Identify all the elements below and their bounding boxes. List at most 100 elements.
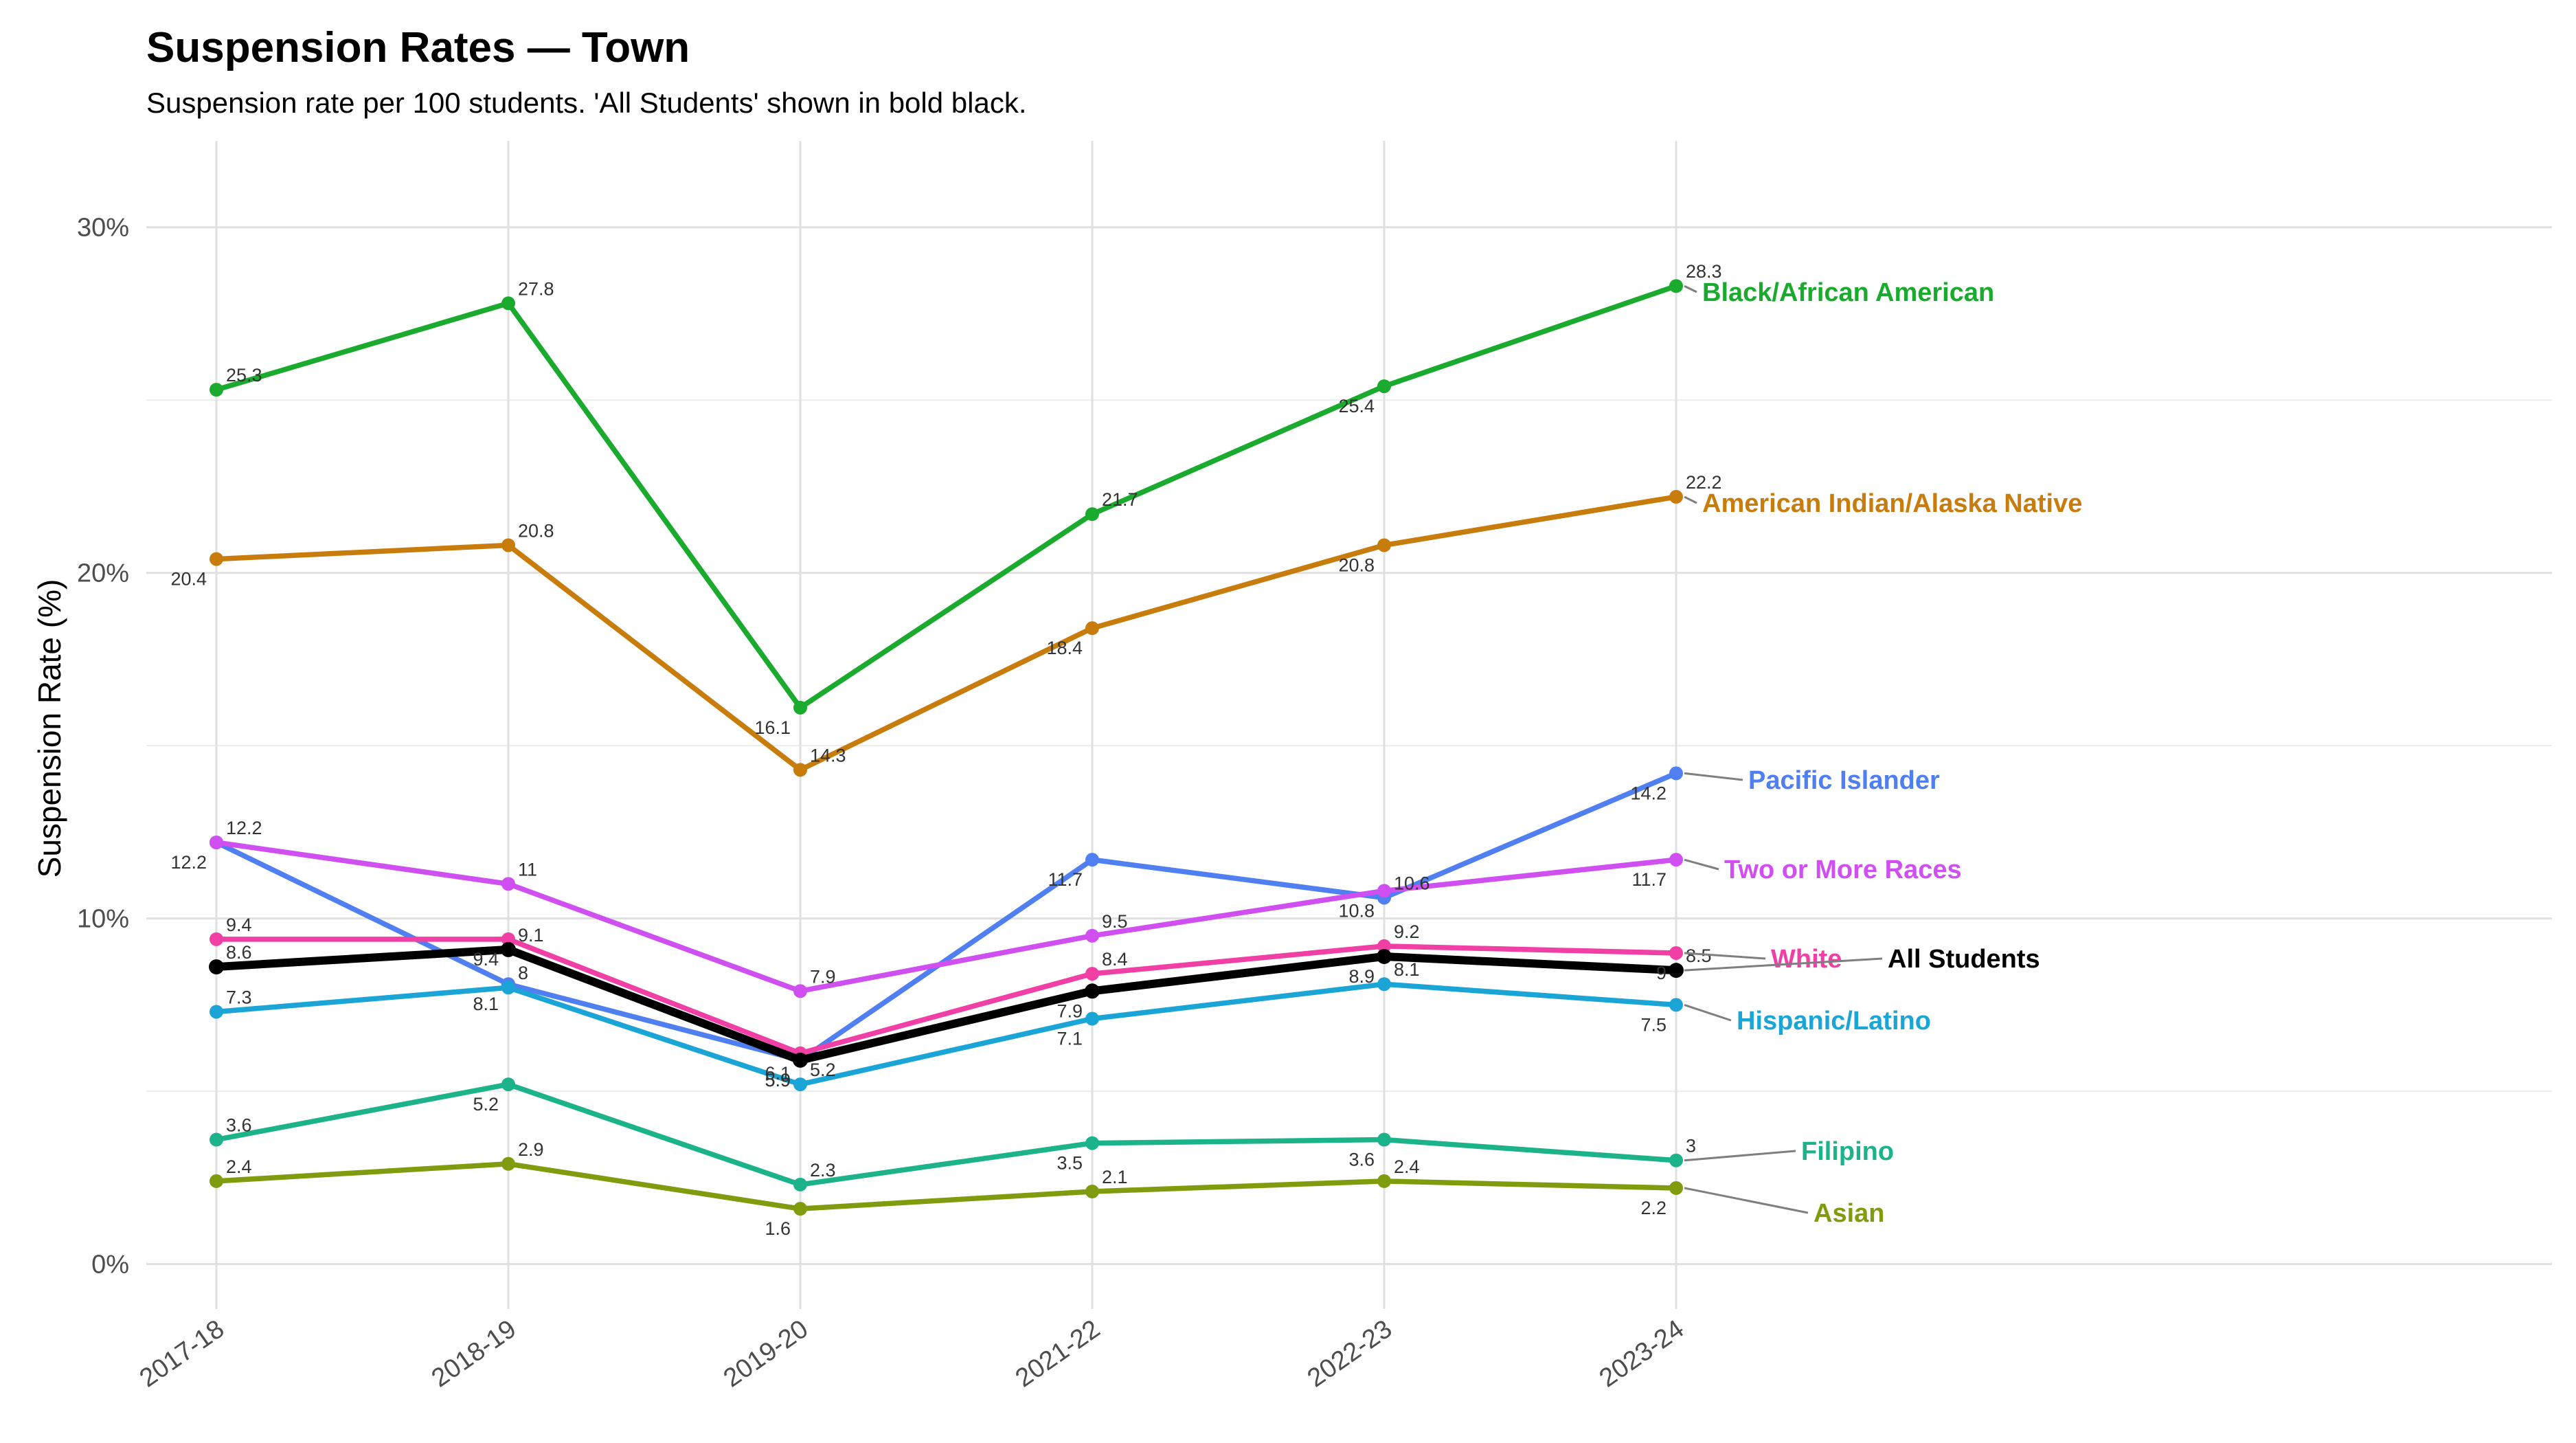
- data-point: [793, 1077, 807, 1092]
- leader-line: [1684, 1187, 1809, 1214]
- data-label: 2.2: [1640, 1198, 1667, 1218]
- data-point: [501, 1156, 515, 1171]
- series-end-label: American Indian/Alaska Native: [1702, 489, 2082, 518]
- data-label: 8.1: [1394, 959, 1420, 980]
- x-tick-label: 2022-23: [1302, 1315, 1397, 1393]
- data-point: [501, 1077, 515, 1092]
- data-label: 7.3: [226, 987, 252, 1007]
- data-label: 11.7: [1631, 869, 1667, 890]
- data-label: 2.9: [518, 1139, 544, 1160]
- data-label: 7.1: [1057, 1029, 1083, 1049]
- leader-line: [1684, 284, 1697, 293]
- data-point: [793, 1052, 808, 1068]
- data-point: [1669, 490, 1683, 504]
- data-point: [793, 700, 807, 715]
- data-label: 9.4: [473, 949, 499, 970]
- data-label: 9.2: [1394, 921, 1420, 942]
- data-label: 3.5: [1057, 1153, 1083, 1174]
- data-point: [1085, 967, 1099, 981]
- data-point: [1377, 379, 1391, 394]
- data-label: 25.4: [1338, 396, 1375, 416]
- data-label: 5.9: [765, 1070, 791, 1090]
- data-label: 11.7: [1048, 869, 1083, 890]
- series-end-label: Asian: [1814, 1199, 1884, 1228]
- data-point: [1377, 538, 1391, 552]
- data-point: [1669, 1153, 1683, 1167]
- data-point: [1669, 853, 1683, 867]
- data-label: 8.1: [473, 994, 499, 1014]
- data-point: [1669, 998, 1683, 1012]
- data-label: 22.2: [1686, 472, 1722, 493]
- data-point: [501, 296, 515, 311]
- series-end-label: White: [1771, 945, 1842, 974]
- leader-line: [1684, 772, 1743, 781]
- data-point: [1085, 928, 1099, 943]
- series-end-label: All Students: [1888, 945, 2040, 974]
- data-label: 20.8: [518, 520, 554, 541]
- data-point: [1085, 507, 1099, 522]
- y-tick-label: 20%: [77, 559, 129, 588]
- data-point: [1377, 939, 1391, 953]
- chart-subtitle: Suspension rate per 100 students. 'All S…: [146, 87, 1027, 119]
- data-point: [1085, 1184, 1099, 1198]
- series-end-label: Two or More Races: [1724, 855, 1962, 884]
- data-label: 28.3: [1686, 261, 1722, 282]
- data-point: [209, 959, 224, 975]
- series-line: [216, 494, 1677, 773]
- data-point: [1377, 884, 1391, 898]
- data-label: 20.8: [1338, 555, 1375, 575]
- data-label: 3: [1686, 1136, 1696, 1156]
- data-point: [1377, 977, 1391, 992]
- data-label: 25.3: [226, 365, 262, 385]
- data-point: [1669, 946, 1683, 960]
- data-label: 1.6: [765, 1218, 791, 1239]
- data-label: 8.9: [1348, 966, 1375, 987]
- data-label: 9: [1656, 963, 1667, 983]
- data-point: [1377, 948, 1392, 964]
- data-label: 11: [518, 859, 537, 880]
- data-label: 9.1: [518, 925, 544, 946]
- data-point: [210, 836, 223, 850]
- series-end-label: Hispanic/Latino: [1737, 1007, 1931, 1036]
- data-label: 5.2: [473, 1094, 499, 1115]
- series-line: [216, 1082, 1677, 1187]
- data-label: 10.6: [1394, 873, 1430, 893]
- data-point: [210, 1005, 223, 1019]
- leader-line: [1684, 1003, 1732, 1022]
- data-labels: 25.3 27.8 16.1 21.7 25.4 28.3 20.4 20.8 14.3 18.4…: [170, 261, 1721, 1239]
- series-end-labels: Black/African American American Indian/Al…: [1684, 278, 2082, 1228]
- data-point: [210, 1174, 223, 1188]
- data-point: [210, 932, 223, 946]
- data-label: 5.2: [810, 1060, 836, 1080]
- data-point: [501, 981, 515, 995]
- series-end-label: Black/African American: [1702, 278, 1994, 307]
- data-label: 10.8: [1338, 900, 1375, 921]
- data-point: [1085, 853, 1099, 867]
- data-label: 14.3: [810, 745, 846, 765]
- series-end-label: Filipino: [1801, 1137, 1894, 1166]
- data-label: 3.6: [226, 1115, 252, 1136]
- axes: 0% 10% 20% 30% 2017-18 2018-19 2019-20 2021-22 2…: [77, 214, 1689, 1394]
- data-label: 2.4: [226, 1156, 252, 1177]
- series-line: [215, 770, 1677, 1063]
- data-label: 9.5: [1102, 911, 1128, 932]
- data-label: 3.6: [1348, 1150, 1375, 1170]
- series-line: [215, 283, 1677, 711]
- data-label: 14.2: [1630, 783, 1667, 803]
- data-label: 7.9: [1057, 1000, 1083, 1021]
- data-label: 12.2: [226, 818, 262, 838]
- data-point: [1085, 621, 1099, 636]
- data-label: 7.5: [1640, 1014, 1667, 1035]
- data-point: [793, 763, 807, 777]
- data-label: 21.7: [1102, 489, 1138, 510]
- data-point: [1669, 963, 1684, 978]
- data-label: 8.6: [226, 942, 252, 963]
- data-label: 12.2: [170, 852, 207, 873]
- leader-line: [1684, 957, 1883, 972]
- grid: [146, 141, 2552, 1309]
- data-point: [793, 1202, 807, 1216]
- leader-line: [1684, 1150, 1796, 1162]
- data-label: 18.4: [1046, 638, 1083, 658]
- data-point: [210, 383, 223, 397]
